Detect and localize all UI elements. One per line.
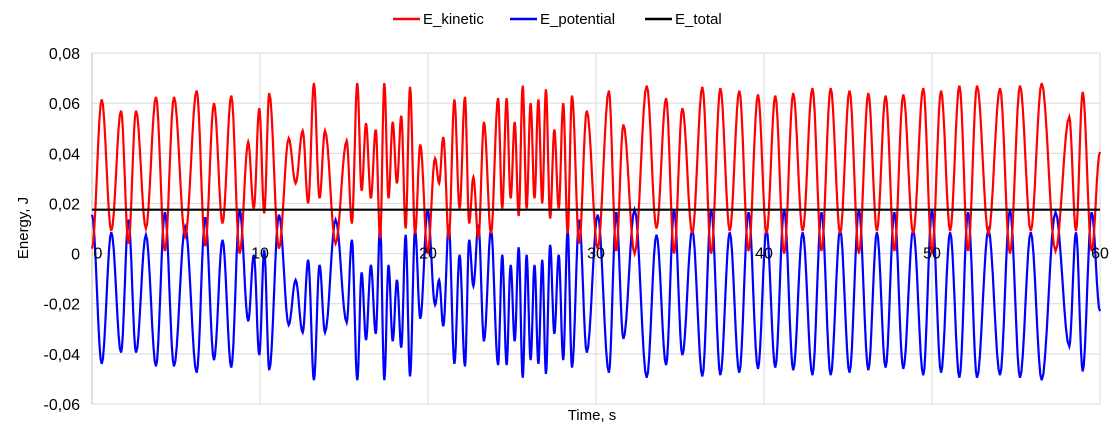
series-line-e-potential [90,205,1102,381]
y-tick-label: 0 [71,247,80,264]
x-axis-title: Time, s [568,407,617,424]
series-layer [90,82,1102,381]
series-line-e-kinetic [90,82,1102,258]
x-tick-label: 0 [94,246,103,263]
y-tick-label: 0,04 [49,146,80,163]
x-tick-label: 20 [419,246,437,263]
y-tick-label: 0,06 [49,96,80,113]
legend-label-kinetic: E_kinetic [423,11,484,28]
legend: E_kinetic E_potential E_total [393,11,722,28]
x-tick-label: 50 [923,246,941,263]
y-tick-label: -0,02 [44,297,81,314]
y-tick-label: 0,02 [49,196,80,213]
x-tick-label: 10 [251,246,269,263]
y-tick-label: -0,04 [44,347,81,364]
x-tick-label: 60 [1091,246,1109,263]
x-tick-labels: 0 10 20 30 40 50 60 [94,246,1109,263]
legend-label-total: E_total [675,11,722,28]
y-tick-label: 0,08 [49,46,80,63]
grid [91,52,1101,405]
y-axis-title: Energy, J [15,197,32,259]
x-tick-label: 30 [587,246,605,263]
y-tick-label: -0,06 [44,397,81,414]
y-tick-labels: -0,06 -0,04 -0,02 0 0,02 0,04 0,06 0,08 [44,46,81,414]
x-tick-label: 40 [755,246,773,263]
legend-label-potential: E_potential [540,11,615,28]
